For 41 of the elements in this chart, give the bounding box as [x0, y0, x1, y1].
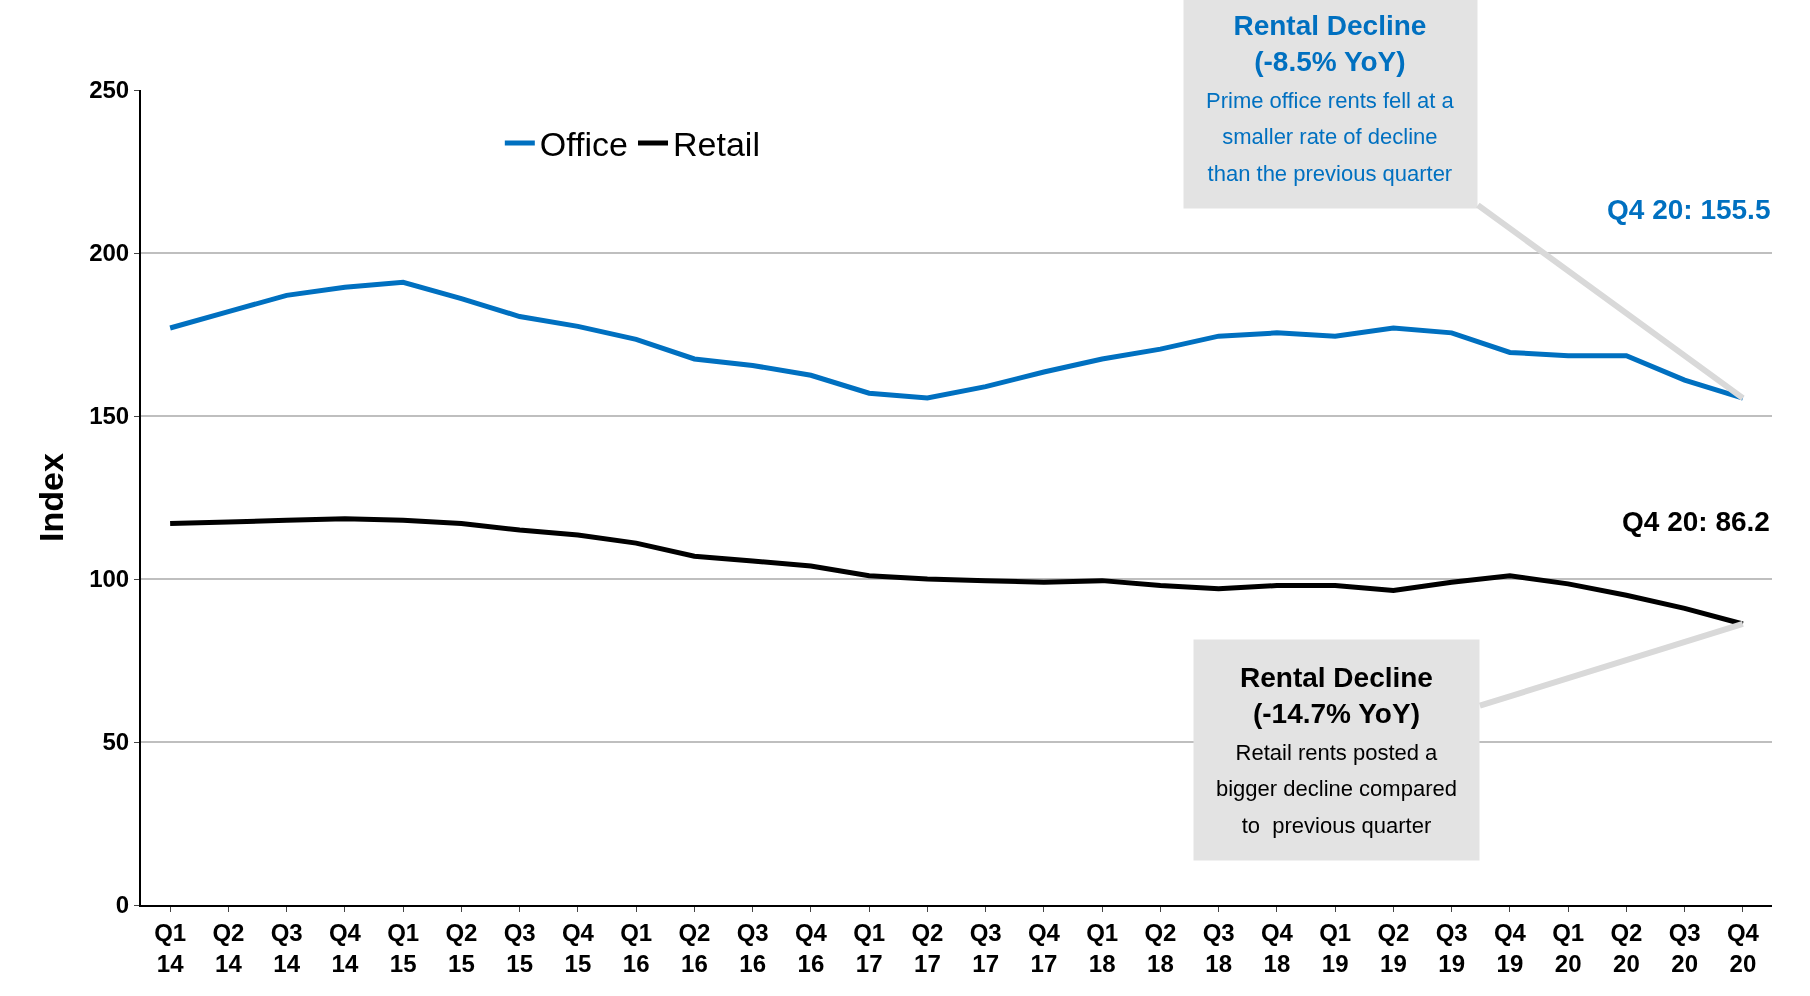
x-tick-label: Q2 19: [1377, 918, 1410, 977]
y-tick-label: 250: [89, 76, 130, 104]
x-tick-label: Q4 17: [1027, 918, 1061, 977]
x-tick-label: Q3 20: [1668, 918, 1701, 977]
x-tick-label: Q3 19: [1435, 918, 1468, 977]
x-tick-label: Q1 18: [1086, 918, 1119, 977]
x-tick-label: Q1 14: [154, 918, 187, 977]
x-tick-label: Q4 15: [561, 918, 595, 977]
y-axis-title: Index: [32, 453, 71, 542]
x-tick-label: Q3 18: [1202, 918, 1235, 977]
annotation: Rental Decline (-14.7% YoY) Retail rents posted a bigger decline compared to previous quarter: [1216, 662, 1457, 838]
legend-label: Office: [539, 125, 629, 164]
x-tick-label: Q4 18: [1260, 918, 1294, 977]
y-tick-label: 0: [115, 891, 130, 919]
x-tick-label: Q4 20: [1726, 918, 1760, 977]
x-tick-label: Q2 14: [212, 918, 245, 977]
legend-label: Retail: [673, 125, 760, 164]
x-tick-label: Q4 19: [1493, 918, 1527, 977]
x-tick-label: Q1 15: [387, 918, 420, 977]
annotation: Q4 20: 155.5: [1607, 194, 1771, 225]
x-tick-label: Q1 16: [620, 918, 653, 977]
x-tick-label: Q2 16: [678, 918, 711, 977]
y-tick-label: 150: [89, 402, 130, 430]
x-tick-label: Q2 20: [1610, 918, 1643, 977]
annotation: Q4 20: 86.2: [1622, 506, 1770, 537]
x-tick-label: Q2 18: [1144, 918, 1177, 977]
x-tick-label: Q3 16: [736, 918, 769, 977]
annotation: Rental Decline (-8.5% YoY) Prime office rents fell at a smaller rate of decline than the previous quarter: [1206, 10, 1455, 186]
x-tick-label: Q1 19: [1319, 918, 1352, 977]
x-tick-label: Q2 17: [911, 918, 944, 977]
x-tick-label: Q4 14: [328, 918, 362, 977]
y-tick-label: 200: [89, 239, 130, 267]
y-tick-label: 100: [89, 565, 130, 593]
x-tick-label: Q2 15: [445, 918, 478, 977]
x-tick-label: Q3 17: [969, 918, 1002, 977]
y-tick-label: 50: [102, 728, 130, 756]
x-tick-label: Q1 17: [853, 918, 886, 977]
x-tick-label: Q1 20: [1552, 918, 1585, 977]
x-tick-label: Q4 16: [794, 918, 828, 977]
x-tick-label: Q3 15: [503, 918, 536, 977]
x-tick-label: Q3 14: [270, 918, 303, 977]
